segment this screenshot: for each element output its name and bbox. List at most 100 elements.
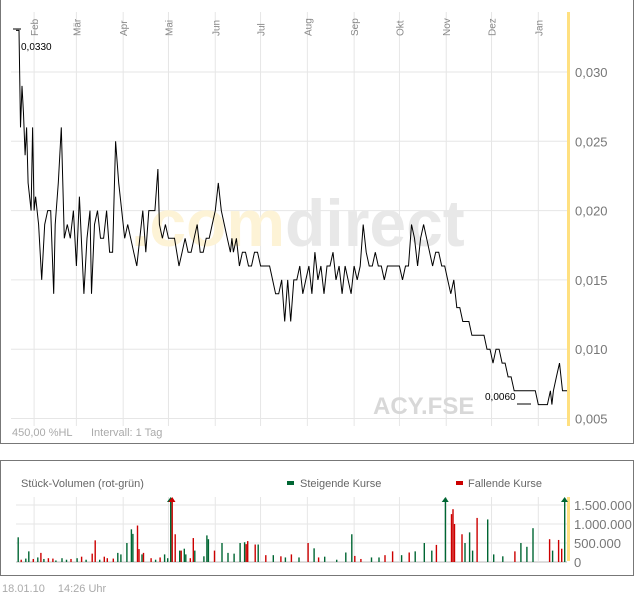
symbol-watermark: ACY.FSE bbox=[373, 393, 474, 420]
volume-bar bbox=[180, 550, 182, 562]
volume-bar bbox=[25, 558, 27, 562]
y-tick-label: 0,030 bbox=[575, 65, 608, 80]
overflow-arrow bbox=[441, 497, 449, 502]
volume-bar bbox=[564, 498, 566, 562]
volume-bar bbox=[453, 524, 456, 562]
volume-bar bbox=[233, 553, 235, 562]
volume-bar bbox=[280, 556, 282, 562]
volume-bar bbox=[461, 534, 463, 562]
volume-bar bbox=[431, 550, 433, 562]
volume-bar bbox=[136, 525, 139, 562]
volume-bar bbox=[370, 557, 373, 562]
month-label: Jan bbox=[534, 20, 545, 36]
volume-bar bbox=[85, 559, 87, 562]
interval-info: Intervall: 1 Tag bbox=[91, 427, 162, 439]
volume-bar bbox=[112, 558, 114, 562]
month-label: Mai bbox=[164, 20, 175, 36]
volume-bar bbox=[141, 554, 143, 562]
volume-chart-panel: Stück-Volumen (rot-grün) Steigende Kurse… bbox=[0, 460, 634, 576]
volume-bar bbox=[351, 534, 353, 562]
volume-bar bbox=[502, 556, 504, 562]
volume-bar bbox=[532, 528, 534, 562]
volume-bar bbox=[450, 514, 453, 562]
y-tick-label: 0,005 bbox=[575, 412, 608, 427]
legend-swatch-down bbox=[456, 481, 463, 485]
volume-chart: Stück-Volumen (rot-grün) Steigende Kurse… bbox=[16, 478, 632, 570]
volume-bar bbox=[324, 556, 326, 562]
month-label: Apr bbox=[119, 20, 130, 36]
volume-bar bbox=[117, 552, 119, 562]
month-label: Sep bbox=[350, 18, 361, 36]
volume-bar bbox=[132, 533, 134, 562]
volume-bar bbox=[464, 543, 466, 562]
volume-bar bbox=[37, 557, 39, 562]
scale-info: 450,00 %HL bbox=[12, 427, 73, 439]
volume-current-marker bbox=[567, 497, 570, 561]
overflow-arrow bbox=[560, 497, 568, 502]
min-label: 0,0060 bbox=[485, 392, 516, 403]
month-label: Nov bbox=[442, 18, 453, 36]
volume-bar bbox=[290, 554, 293, 562]
volume-y-tick-label: 1.000.000 bbox=[574, 517, 632, 532]
volume-bar bbox=[265, 555, 267, 562]
volume-bar bbox=[254, 544, 256, 562]
volume-bar bbox=[103, 556, 105, 562]
volume-bar bbox=[468, 532, 471, 562]
volume-bar bbox=[28, 551, 30, 562]
volume-bar bbox=[354, 555, 356, 562]
footer: 18.01.10 14:26 Uhr bbox=[2, 583, 116, 595]
volume-y-tick-label: 0 bbox=[574, 555, 581, 570]
price-chart: .comdirect ACY.FSE 0,030 0,025 0,020 0,015 0… bbox=[11, 12, 608, 439]
month-label: Feb bbox=[30, 18, 41, 36]
volume-bar bbox=[167, 558, 169, 562]
volume-y-tick-label: 500.000 bbox=[574, 536, 621, 551]
volume-bar bbox=[245, 544, 247, 562]
volume-bar bbox=[65, 559, 68, 562]
month-label: Dez bbox=[488, 18, 499, 36]
volume-bar bbox=[91, 553, 93, 562]
volume-bar bbox=[391, 551, 394, 562]
volume-bar bbox=[378, 557, 380, 562]
current-marker-bar bbox=[567, 12, 570, 426]
volume-bar bbox=[493, 554, 495, 562]
volume-bar bbox=[106, 558, 108, 562]
legend-rising: Steigende Kurse bbox=[300, 478, 381, 490]
volume-bar bbox=[414, 551, 416, 562]
volume-bar bbox=[557, 539, 560, 562]
volume-bar bbox=[284, 557, 287, 562]
volume-bar bbox=[243, 542, 246, 562]
volume-bar bbox=[174, 534, 176, 562]
volume-bar bbox=[159, 557, 161, 562]
volume-bar bbox=[206, 535, 208, 562]
volume-title: Stück-Volumen (rot-grün) bbox=[21, 478, 144, 490]
volume-bar bbox=[47, 558, 50, 562]
volume-bar bbox=[142, 552, 145, 562]
volume-bar bbox=[345, 552, 347, 562]
footer-date: 18.01.10 bbox=[2, 583, 45, 595]
volume-bar bbox=[213, 550, 216, 562]
watermark-com: .com bbox=[131, 186, 285, 260]
volume-bar bbox=[444, 498, 447, 562]
volume-bar bbox=[247, 541, 249, 562]
volume-bar bbox=[336, 559, 338, 562]
y-tick-label: 0,010 bbox=[575, 342, 608, 357]
volume-bar bbox=[126, 543, 128, 562]
volume-bar bbox=[130, 529, 133, 562]
volume-bar bbox=[203, 556, 205, 562]
volume-bar bbox=[435, 544, 438, 562]
volume-bar bbox=[207, 539, 210, 562]
max-label: 0,0330 bbox=[21, 42, 52, 53]
volume-bar bbox=[76, 558, 78, 562]
volume-bar bbox=[408, 552, 410, 562]
volume-bar bbox=[171, 498, 173, 562]
overflow-arrow bbox=[168, 497, 176, 502]
month-label: Okt bbox=[395, 20, 406, 36]
volume-bar bbox=[227, 552, 229, 562]
volume-bar bbox=[471, 550, 474, 562]
month-label: Mär bbox=[72, 18, 83, 36]
volume-bar bbox=[43, 558, 45, 562]
volume-bar bbox=[487, 519, 489, 562]
volume-bar bbox=[189, 558, 191, 562]
volume-bar bbox=[138, 549, 140, 562]
comdirect-watermark: .comdirect bbox=[131, 186, 465, 260]
